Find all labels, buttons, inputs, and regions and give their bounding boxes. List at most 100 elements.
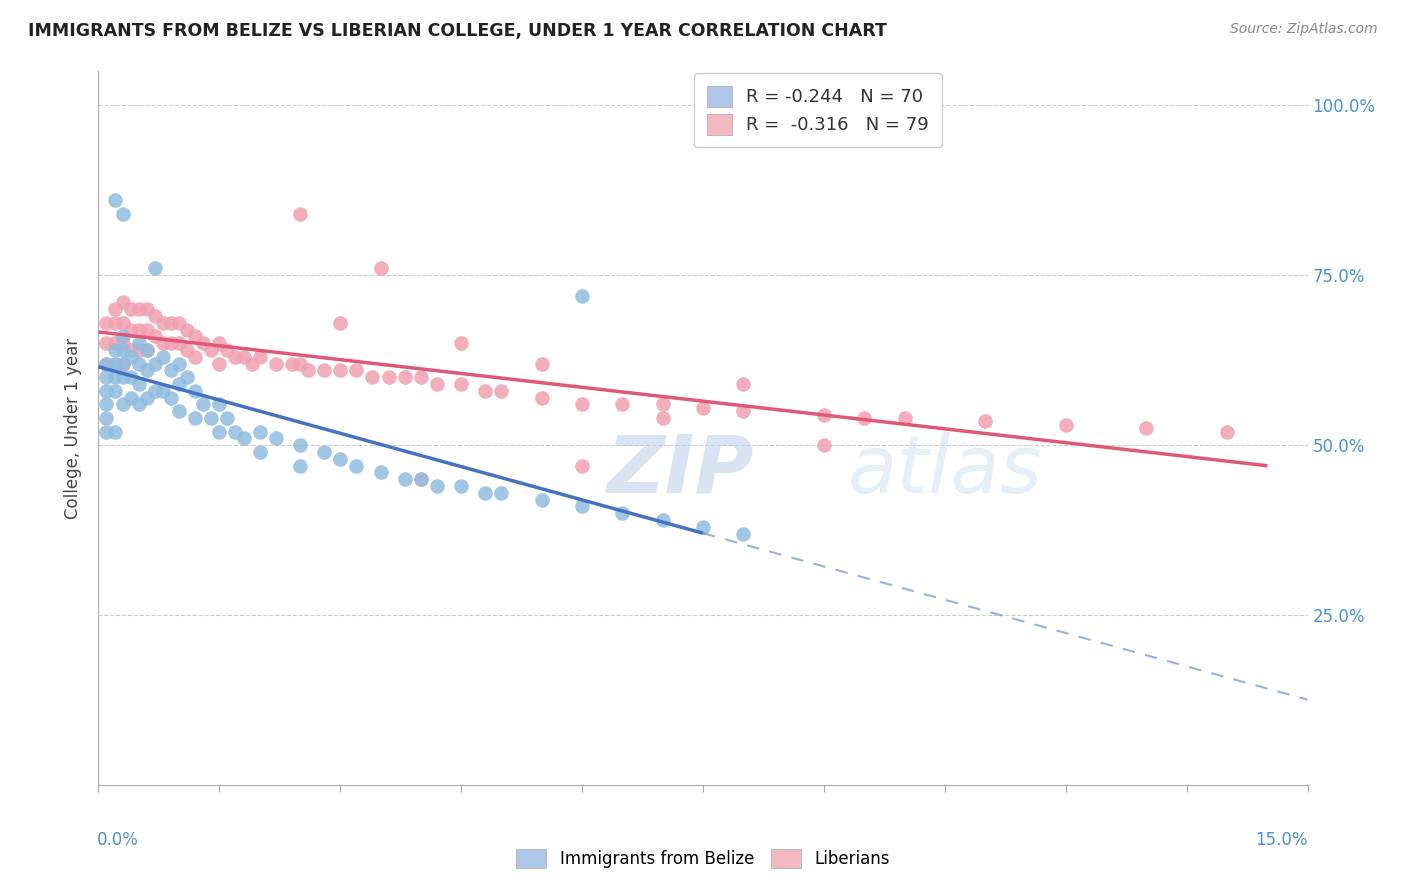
Point [450,479,472,493]
Point [120,391,142,405]
Point [208,357,231,371]
Point [264,357,287,371]
Point [571,397,593,411]
Point [120,343,142,357]
Point [1216,425,1239,439]
Point [733,526,755,541]
Point [96,397,118,411]
Point [853,411,876,425]
Point [217,343,239,357]
Point [96,316,118,330]
Point [491,485,513,500]
Point [200,411,222,425]
Point [111,316,134,330]
Point [450,376,472,391]
Text: Source: ZipAtlas.com: Source: ZipAtlas.com [1230,22,1378,37]
Point [409,370,432,384]
Point [167,316,190,330]
Point [143,309,166,323]
Point [167,376,190,391]
Point [530,492,553,507]
Point [370,466,392,480]
Point [394,370,416,384]
Point [120,323,142,337]
Point [167,357,190,371]
Point [329,363,352,377]
Point [167,404,190,418]
Point [813,438,835,452]
Point [103,370,125,384]
Point [813,408,835,422]
Point [314,445,336,459]
Point [232,431,254,445]
Point [297,363,319,377]
Point [651,513,673,527]
Point [96,411,118,425]
Point [96,384,118,398]
Point [893,411,915,425]
Point [128,376,150,391]
Point [426,479,449,493]
Point [232,350,254,364]
Legend: Immigrants from Belize, Liberians: Immigrants from Belize, Liberians [510,842,896,875]
Point [103,425,125,439]
Point [288,458,311,473]
Point [208,397,231,411]
Point [111,397,134,411]
Point [111,357,134,371]
Point [120,350,142,364]
Point [692,519,714,533]
Text: ZIP: ZIP [606,432,754,510]
Point [491,384,513,398]
Point [111,343,134,357]
Point [152,336,174,351]
Point [176,370,198,384]
Point [160,336,183,351]
Point [176,323,198,337]
Point [143,384,166,398]
Point [111,207,134,221]
Point [128,343,150,357]
Point [571,458,593,473]
Point [120,302,142,317]
Point [160,391,183,405]
Point [249,350,271,364]
Point [128,357,150,371]
Point [224,350,246,364]
Point [217,411,239,425]
Point [208,336,231,351]
Point [571,288,593,302]
Point [361,370,384,384]
Point [1135,421,1157,435]
Point [733,404,755,418]
Point [184,350,207,364]
Point [96,357,118,371]
Point [128,302,150,317]
Point [612,506,634,520]
Point [264,431,287,445]
Point [96,336,118,351]
Point [692,401,714,415]
Point [160,363,183,377]
Point [240,357,263,371]
Point [474,384,496,398]
Point [135,302,157,317]
Legend: R = -0.244   N = 70, R =  -0.316   N = 79: R = -0.244 N = 70, R = -0.316 N = 79 [695,73,942,147]
Point [103,302,125,317]
Point [612,397,634,411]
Point [394,472,416,486]
Point [176,343,198,357]
Point [143,261,166,276]
Point [128,323,150,337]
Point [135,363,157,377]
Point [329,451,352,466]
Point [344,458,367,473]
Point [160,316,183,330]
Point [281,357,304,371]
Point [135,323,157,337]
Point [96,425,118,439]
Point [651,411,673,425]
Point [103,194,125,208]
Point [167,336,190,351]
Point [143,357,166,371]
